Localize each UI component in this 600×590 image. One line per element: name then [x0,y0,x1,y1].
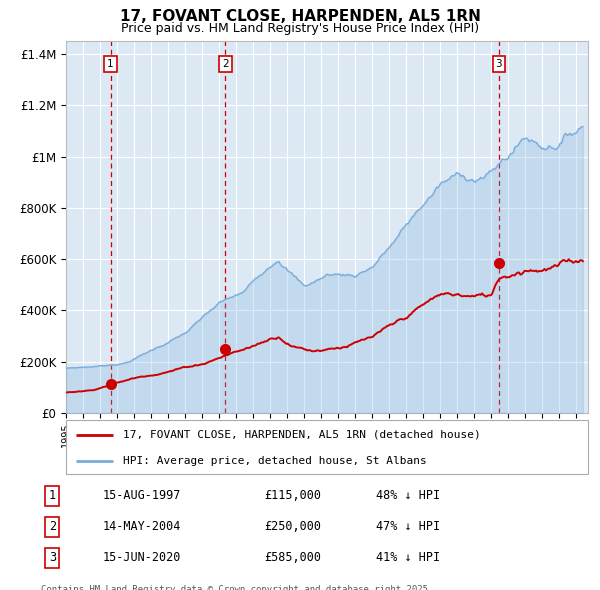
Text: Price paid vs. HM Land Registry's House Price Index (HPI): Price paid vs. HM Land Registry's House … [121,22,479,35]
Text: 15-AUG-1997: 15-AUG-1997 [103,489,181,502]
Text: 17, FOVANT CLOSE, HARPENDEN, AL5 1RN: 17, FOVANT CLOSE, HARPENDEN, AL5 1RN [119,9,481,24]
Text: £250,000: £250,000 [265,520,322,533]
Text: 41% ↓ HPI: 41% ↓ HPI [376,551,440,564]
Text: £585,000: £585,000 [265,551,322,564]
Text: Contains HM Land Registry data © Crown copyright and database right 2025.
This d: Contains HM Land Registry data © Crown c… [41,585,434,590]
Text: 3: 3 [496,60,502,70]
Text: 1: 1 [107,60,114,70]
Text: 2: 2 [49,520,56,533]
Text: 14-MAY-2004: 14-MAY-2004 [103,520,181,533]
FancyBboxPatch shape [66,420,588,474]
Text: 47% ↓ HPI: 47% ↓ HPI [376,520,440,533]
Text: 17, FOVANT CLOSE, HARPENDEN, AL5 1RN (detached house): 17, FOVANT CLOSE, HARPENDEN, AL5 1RN (de… [124,430,481,440]
Text: £115,000: £115,000 [265,489,322,502]
Text: 1: 1 [49,489,56,502]
Text: 3: 3 [49,551,56,564]
Text: 2: 2 [222,60,229,70]
Text: 15-JUN-2020: 15-JUN-2020 [103,551,181,564]
Text: HPI: Average price, detached house, St Albans: HPI: Average price, detached house, St A… [124,456,427,466]
Text: 48% ↓ HPI: 48% ↓ HPI [376,489,440,502]
